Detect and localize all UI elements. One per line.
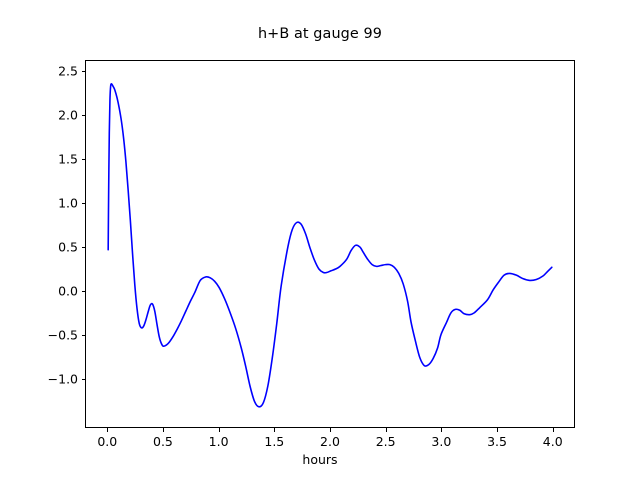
x-tick-label: 0.5	[153, 434, 173, 449]
y-tick-label: −0.5	[47, 327, 78, 343]
x-tick-mark	[330, 428, 331, 432]
y-tick-mark	[81, 291, 85, 293]
x-tick-label: 1.0	[208, 434, 229, 449]
y-tick-label: 1.5	[58, 151, 78, 167]
y-tick-label: −1.0	[47, 371, 78, 387]
x-tick-label: 0.0	[97, 434, 118, 449]
x-tick-label: 4.0	[542, 434, 563, 449]
x-tick-label: 1.5	[264, 434, 285, 449]
y-tick-mark	[81, 247, 85, 249]
chart-title: h+B at gauge 99	[257, 26, 383, 42]
y-tick-label: 2.0	[58, 107, 78, 123]
x-tick-mark	[274, 428, 276, 432]
x-tick-mark	[385, 428, 387, 432]
y-tick-label: 0.5	[58, 239, 78, 255]
x-tick-label: 3.5	[487, 434, 507, 449]
x-tick-label: 3.0	[431, 434, 452, 449]
x-tick-mark	[162, 428, 164, 432]
x-tick-mark	[497, 428, 499, 432]
x-tick-mark	[552, 428, 554, 432]
y-tick-mark	[81, 202, 85, 204]
series-path-h-plus-b	[107, 83, 553, 408]
y-tick-mark	[81, 158, 85, 160]
data-line-series	[107, 83, 553, 408]
x-tick-mark	[107, 428, 109, 432]
y-tick-label: 2.5	[58, 63, 78, 79]
x-tick-mark	[218, 428, 220, 432]
y-tick-label: 0.0	[58, 283, 78, 299]
x-tick-mark	[441, 428, 443, 432]
x-tick-label: 2.0	[320, 434, 340, 449]
y-tick-mark	[81, 70, 85, 72]
x-axis-label: hours	[302, 452, 338, 467]
y-tick-mark	[81, 379, 85, 381]
y-tick-mark	[81, 335, 85, 337]
y-tick-label: 1.0	[58, 195, 78, 211]
y-tick-mark	[81, 114, 85, 116]
plot-area	[85, 60, 575, 428]
x-tick-label: 2.5	[375, 434, 396, 449]
